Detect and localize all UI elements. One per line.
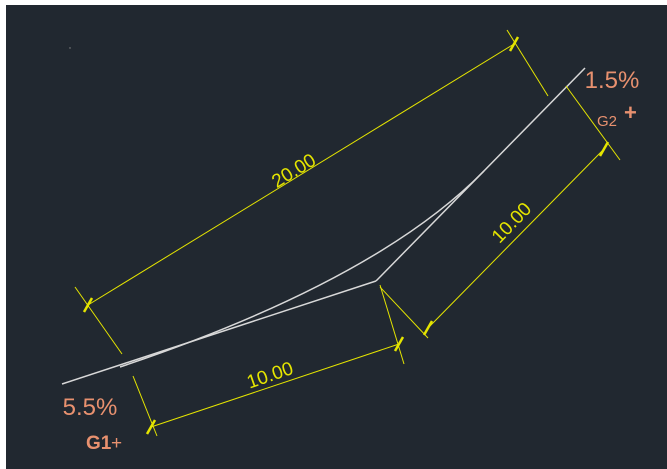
point-label-g2[interactable]: G2 + (597, 100, 637, 130)
grade-label-end: 1.5% (585, 67, 640, 94)
cad-drawing-canvas[interactable] (6, 5, 667, 469)
dimension-text-overall: 20.00 (268, 150, 320, 193)
point-label-g1[interactable]: G1 + (86, 433, 122, 454)
dimension-overall[interactable]: 20.00 (74, 29, 549, 355)
point-marker-g2: + (624, 100, 637, 125)
point-label-g2-text: G2 (597, 113, 617, 130)
point-label-g1-text: G1 (86, 433, 112, 454)
vertical-curve[interactable] (119, 170, 485, 368)
stray-point (69, 47, 71, 49)
dimension-text-bottom: 10.00 (244, 358, 296, 393)
dimension-right[interactable]: 10.00 (379, 85, 621, 339)
dimension-bottom[interactable]: 10.00 (132, 284, 405, 437)
grade-label-start: 5.5% (63, 394, 118, 421)
point-marker-g1: + (111, 433, 122, 454)
dimension-text-right: 10.00 (488, 199, 536, 248)
tangent-line-g1[interactable] (61, 280, 377, 385)
